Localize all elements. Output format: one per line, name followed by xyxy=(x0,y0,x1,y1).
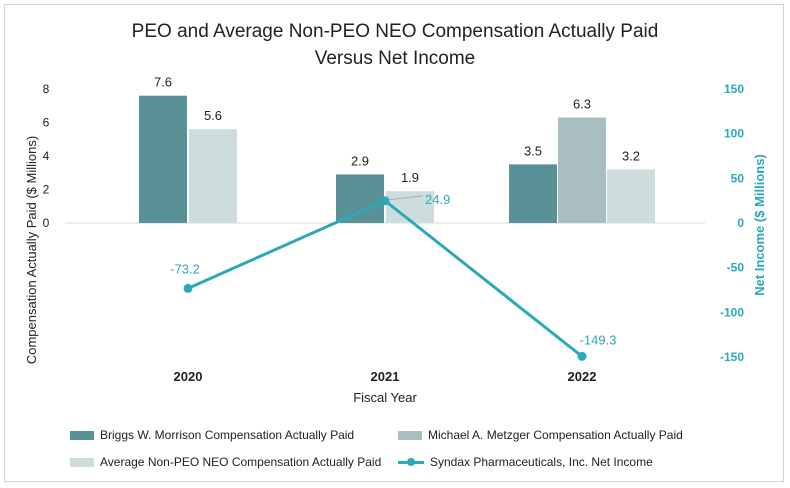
right-axis-tick-label: -50 xyxy=(727,261,745,275)
chart-frame xyxy=(4,4,784,482)
chart-title: PEO and Average Non-PEO NEO Compensation… xyxy=(0,18,790,72)
left-axis-tick-label: 4 xyxy=(43,149,50,163)
right-axis-tick-label: 150 xyxy=(724,82,744,96)
bar-data-label: 3.2 xyxy=(622,148,640,163)
net-income-data-label: -149.3 xyxy=(580,332,617,347)
left-axis-tick-label: 0 xyxy=(43,216,50,230)
bar-0-2021 xyxy=(336,174,384,223)
bar-data-label: 7.6 xyxy=(154,75,172,90)
left-axis-tick-label: 8 xyxy=(43,82,50,96)
left-axis-tick-label: 2 xyxy=(43,183,50,197)
legend-swatch-net-income xyxy=(398,457,424,467)
legend-label-metzger: Michael A. Metzger Compensation Actually… xyxy=(428,428,683,442)
bar-2-2022 xyxy=(607,169,655,223)
legend-label-net-income: Syndax Pharmaceuticals, Inc. Net Income xyxy=(430,455,653,469)
right-axis-tick-label: 50 xyxy=(731,171,745,185)
legend-swatch-non-peo xyxy=(70,457,94,467)
x-axis-category-label: 2022 xyxy=(568,369,597,384)
net-income-point xyxy=(577,351,587,361)
x-axis-category-label: 2021 xyxy=(371,369,400,384)
bar-0-2020 xyxy=(139,95,187,223)
legend-item-net-income: Syndax Pharmaceuticals, Inc. Net Income xyxy=(398,455,653,469)
left-axis-tick-label: 6 xyxy=(43,116,50,130)
legend-swatch-metzger xyxy=(398,430,422,440)
net-income-data-label: -73.2 xyxy=(170,261,200,276)
x-axis-title: Fiscal Year xyxy=(353,390,417,405)
chart-title-line1: PEO and Average Non-PEO NEO Compensation… xyxy=(131,21,659,42)
bar-data-label: 3.5 xyxy=(524,143,542,158)
net-income-point xyxy=(380,196,390,206)
right-axis-title: Net Income ($ Millions) xyxy=(752,154,767,296)
net-income-data-label: 24.9 xyxy=(425,192,450,207)
right-axis-tick-label: -100 xyxy=(720,305,744,319)
bar-data-label: 2.9 xyxy=(351,153,369,168)
bar-2-2020 xyxy=(189,129,237,223)
right-axis-tick-label: 0 xyxy=(737,216,744,230)
legend-item-metzger: Michael A. Metzger Compensation Actually… xyxy=(398,428,683,442)
net-income-line xyxy=(187,199,583,358)
net-income-point xyxy=(183,283,193,293)
legend-item-morrison: Briggs W. Morrison Compensation Actually… xyxy=(70,428,354,442)
x-axis-category-label: 2020 xyxy=(174,369,203,384)
bar-data-label: 5.6 xyxy=(204,108,222,123)
left-axis-title: Compensation Actually Paid ($ Millions) xyxy=(24,136,39,364)
bar-data-label: 1.9 xyxy=(401,170,419,185)
right-axis-tick-label: 100 xyxy=(724,127,744,141)
chart-title-line2: Versus Net Income xyxy=(314,48,476,69)
net-income-label-leader xyxy=(388,195,424,201)
legend-label-non-peo: Average Non-PEO NEO Compensation Actuall… xyxy=(100,455,382,469)
legend-swatch-morrison xyxy=(70,430,94,440)
bar-1-2022 xyxy=(558,117,606,223)
bar-data-label: 6.3 xyxy=(573,96,591,111)
legend-label-morrison: Briggs W. Morrison Compensation Actually… xyxy=(100,428,355,442)
legend-item-non-peo: Average Non-PEO NEO Compensation Actuall… xyxy=(70,455,381,469)
bar-0-2022 xyxy=(509,164,557,223)
right-axis-tick-label: -150 xyxy=(720,350,744,364)
